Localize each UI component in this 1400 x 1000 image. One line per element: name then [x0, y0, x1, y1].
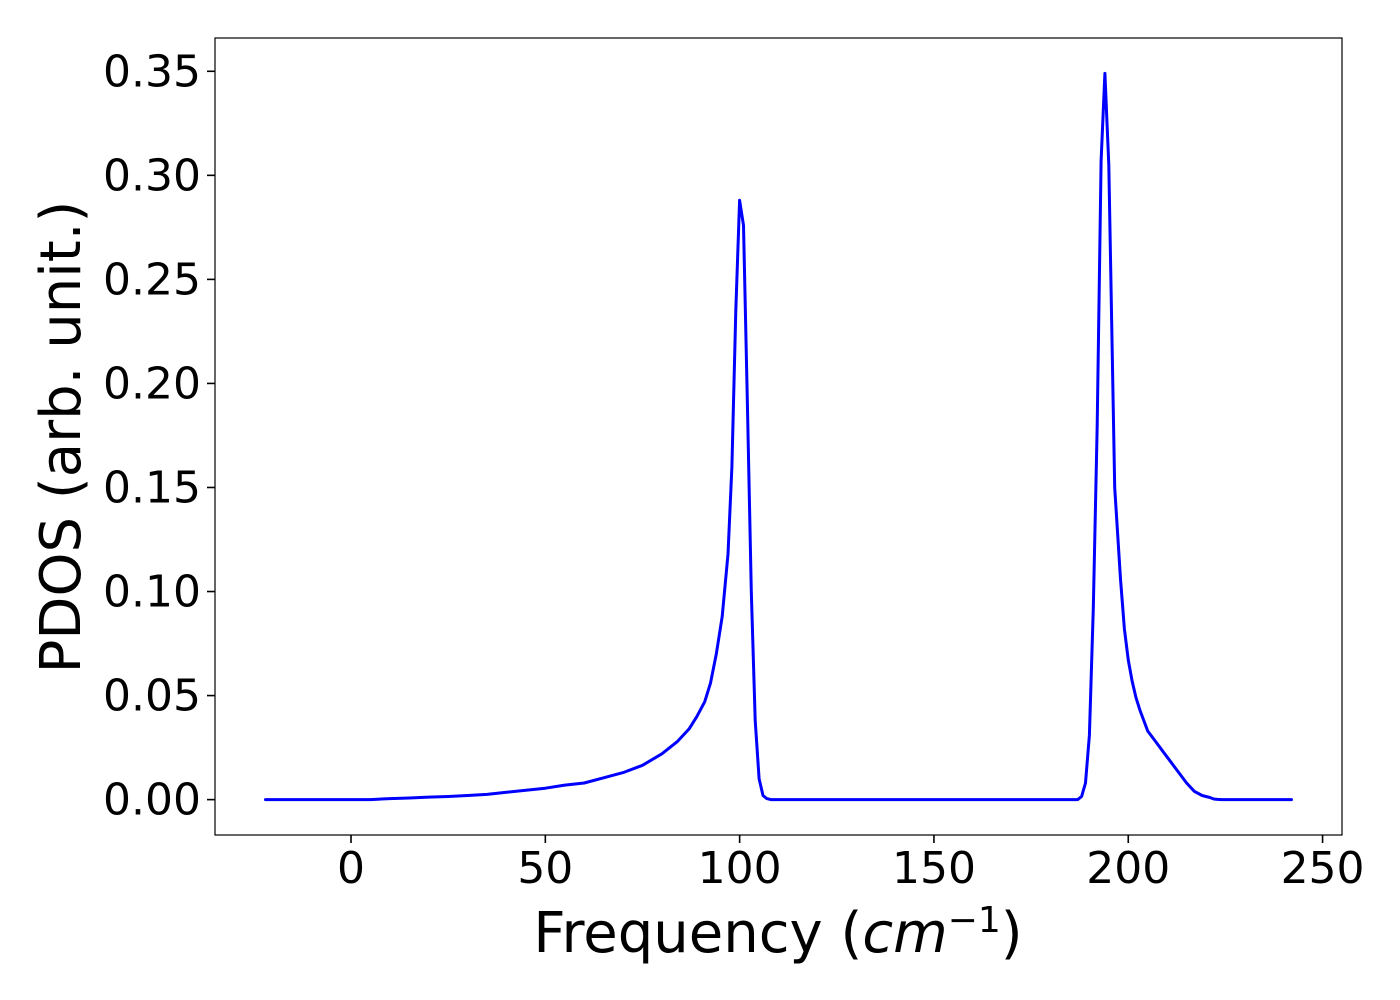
- x-axis-title-text: Frequency (: [533, 901, 862, 966]
- y-tick-label: 0.25: [103, 254, 201, 305]
- x-tick-label: 0: [337, 843, 365, 894]
- y-tick-label: 0.05: [103, 671, 201, 722]
- y-tick-label: 0.35: [103, 46, 201, 97]
- x-tick-label: 250: [1281, 843, 1365, 894]
- x-axis-title-suffix: ): [1001, 901, 1023, 966]
- y-tick-label: 0.20: [103, 358, 201, 409]
- y-tick-label: 0.15: [103, 462, 201, 513]
- x-axis: 0 50 100 150 200 250: [337, 835, 1365, 894]
- x-tick-label: 150: [892, 843, 976, 894]
- x-tick-label: 50: [517, 843, 573, 894]
- pdos-series-line: [264, 71, 1293, 802]
- y-axis: 0.00 0.05 0.10 0.15 0.20 0.25 0.30 0.35: [103, 46, 215, 826]
- x-tick-label: 100: [698, 843, 782, 894]
- y-tick-label: 0.30: [103, 150, 201, 201]
- x-axis-title: Frequency (cm−1): [533, 900, 1022, 967]
- y-axis-title: PDOS (arb. unit.): [29, 201, 94, 674]
- plot-frame: [214, 37, 1343, 836]
- y-tick-label: 0.00: [103, 775, 201, 826]
- x-axis-title-exponent: −1: [948, 900, 1001, 941]
- x-axis-title-unit: cm: [862, 901, 947, 966]
- x-tick-label: 200: [1086, 843, 1170, 894]
- y-tick-label: 0.10: [103, 567, 201, 618]
